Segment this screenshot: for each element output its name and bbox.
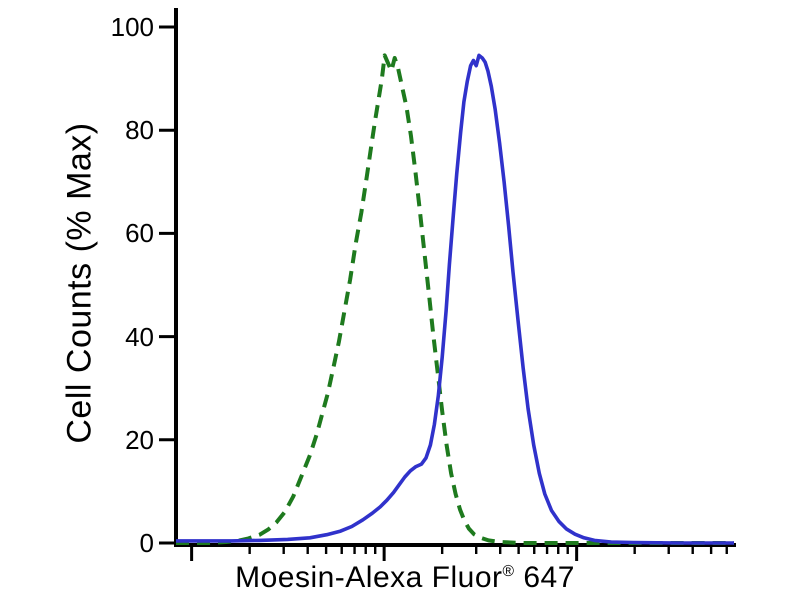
y-tick-label-80: 80	[125, 115, 154, 146]
series-dashed-green	[176, 53, 734, 545]
x-axis-title-text: Moesin-Alexa Fluor	[235, 561, 503, 594]
x-axis-title-number: 647	[514, 561, 575, 594]
y-tick-label-60: 60	[125, 218, 154, 249]
y-tick-label-100: 100	[110, 12, 154, 42]
series-solid-blue	[176, 53, 734, 545]
y-tick-label-40: 40	[125, 321, 154, 352]
y-tick-label-20: 20	[125, 424, 154, 455]
y-tick-label-0: 0	[139, 528, 154, 558]
x-axis-title: Moesin-Alexa Fluor® 647	[235, 561, 575, 595]
registered-trademark-symbol: ®	[502, 563, 515, 580]
